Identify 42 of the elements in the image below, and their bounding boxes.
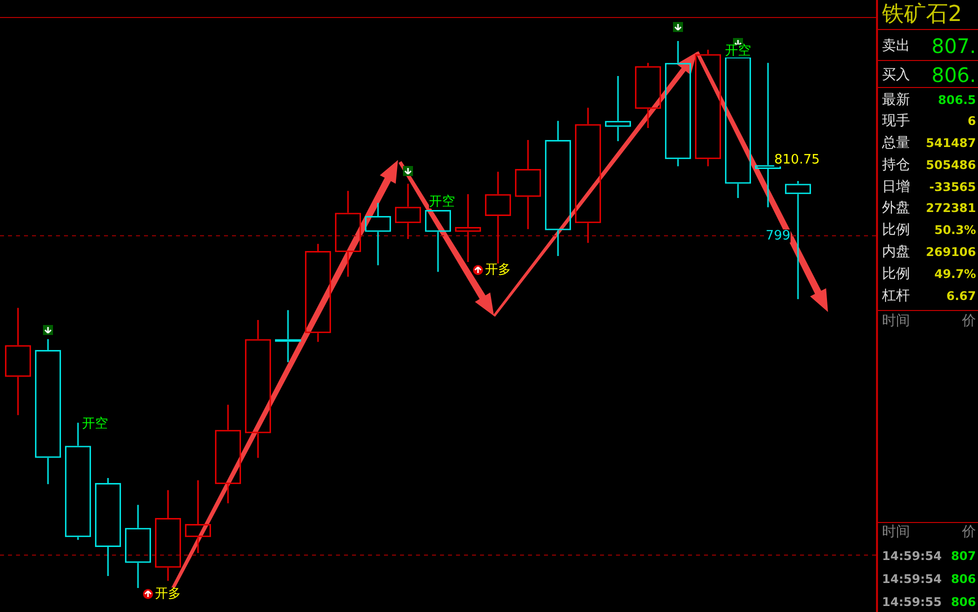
text: 14:59:54	[882, 572, 942, 586]
text: 杠杆	[882, 288, 910, 304]
annotation: 开空	[82, 416, 108, 432]
text: 价	[962, 524, 976, 540]
text: 内盘	[882, 244, 910, 260]
text: 总量	[882, 135, 910, 151]
text: 14:59:54	[882, 549, 942, 563]
annotation: 开多	[485, 262, 511, 278]
text: 806	[950, 572, 976, 586]
text: 269106	[926, 245, 976, 259]
text: 6	[968, 114, 976, 128]
text: 买入	[882, 67, 910, 83]
text: 价	[962, 313, 976, 329]
text: 505486	[926, 158, 976, 172]
text: 比例	[882, 266, 910, 282]
annotation: 799	[766, 228, 790, 244]
text: 外盘	[882, 200, 910, 216]
text: 现手	[882, 113, 910, 129]
text: 49.7%	[934, 267, 976, 281]
annotation: 810.75	[774, 152, 820, 168]
text: 50.3%	[934, 223, 976, 237]
text: 最新	[882, 92, 910, 108]
text: 日增	[882, 179, 910, 195]
text: 时间	[882, 524, 910, 540]
text: 6.67	[946, 289, 976, 303]
text: 时间	[882, 313, 910, 329]
text: 272381	[926, 201, 976, 215]
text: 806.5	[938, 93, 976, 107]
text: 卖出	[882, 38, 910, 54]
annotation: 开空	[725, 44, 751, 58]
text: -33565	[929, 180, 976, 194]
annotation: 开多	[155, 586, 181, 602]
text: 806	[950, 595, 976, 609]
text: 14:59:55	[882, 595, 942, 609]
text: 807	[950, 549, 976, 563]
text: 铁矿石2	[882, 2, 962, 27]
annotation: 开空	[429, 194, 455, 210]
text: 持仓	[882, 157, 910, 173]
text: 806.	[931, 63, 976, 87]
text: 807.	[931, 34, 976, 58]
text: 比例	[882, 222, 910, 238]
text: 541487	[926, 136, 976, 150]
